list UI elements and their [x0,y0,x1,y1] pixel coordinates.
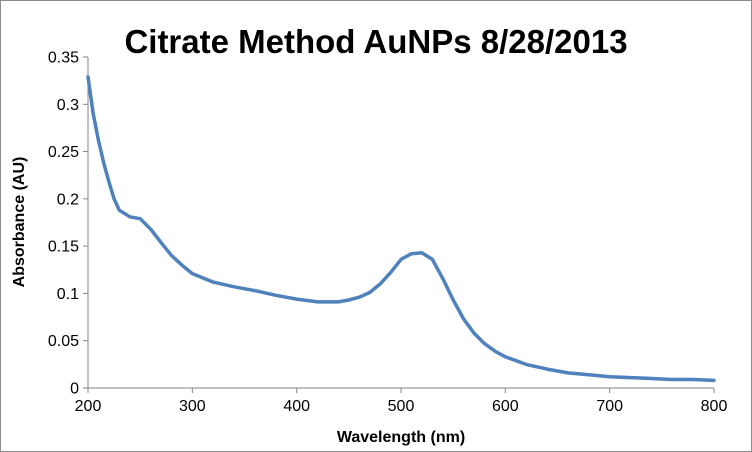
y-tick-label: 0.05 [48,333,79,350]
y-tick-label: 0.1 [57,286,79,303]
y-tick-label: 0.2 [57,191,79,208]
absorbance-series-line [86,75,716,383]
y-axis-label: Absorbance (AU) [11,157,28,288]
x-ticks: 200 300 400 500 600 700 800 [75,388,728,415]
y-tick-label: 0.15 [48,239,79,256]
x-tick-label: 300 [179,398,206,415]
chart-title: Citrate Method AuNPs 8/28/2013 [124,23,627,60]
y-tick-label: 0 [70,381,79,398]
y-tick-label: 0.3 [57,97,79,114]
y-tick-label: 0.35 [48,50,79,67]
x-tick-label: 200 [75,398,102,415]
x-tick-label: 800 [701,398,728,415]
series-group [86,75,716,383]
x-tick-label: 400 [283,398,310,415]
x-tick-label: 500 [388,398,415,415]
x-tick-label: 700 [596,398,623,415]
x-axis-label: Wavelength (nm) [337,429,465,446]
x-tick-label: 600 [492,398,519,415]
y-ticks: 0 0.05 0.1 0.15 0.2 0.25 0.3 0.35 [48,50,88,398]
y-tick-label: 0.25 [48,144,79,161]
